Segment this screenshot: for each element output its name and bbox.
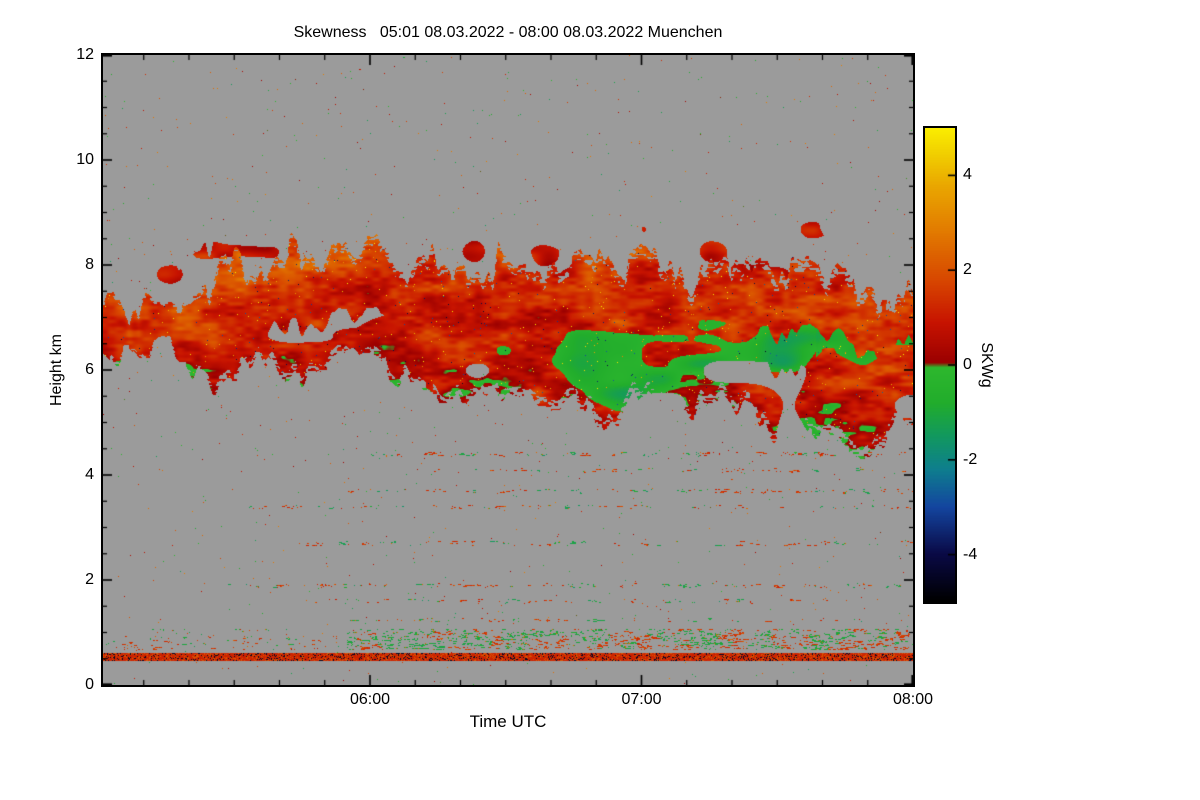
y-tick-label: 10	[76, 151, 94, 168]
y-tick-label: 2	[85, 571, 94, 588]
y-axis-title: Height km	[48, 333, 65, 407]
y-tick-label: 8	[85, 256, 94, 273]
y-tick-label: 0	[85, 676, 94, 693]
colorbar-tick-label: -2	[963, 450, 978, 468]
x-tick-label: 07:00	[621, 691, 662, 708]
x-tick-label: 08:00	[892, 691, 934, 708]
colorbar-tick-label: 2	[963, 261, 972, 279]
colorbar	[923, 126, 957, 604]
colorbar-gradient	[925, 128, 955, 602]
y-tick-label: 6	[85, 361, 94, 378]
colorbar-tick-label: 0	[963, 356, 972, 373]
y-tick-label: 4	[85, 466, 94, 483]
colorbar-tick-label: 4	[963, 166, 972, 184]
y-tick-label: 12	[76, 46, 94, 63]
colorbar-title: SKWg	[978, 342, 995, 388]
colorbar-tick-label: -4	[963, 545, 978, 563]
x-axis-title: Time UTC	[469, 712, 547, 731]
plot-area	[101, 53, 915, 687]
chart-title: Skewness 05:01 08.03.2022 - 08:00 08.03.…	[293, 24, 723, 41]
heatmap-canvas	[103, 55, 913, 685]
x-tick-label: 06:00	[349, 691, 390, 708]
